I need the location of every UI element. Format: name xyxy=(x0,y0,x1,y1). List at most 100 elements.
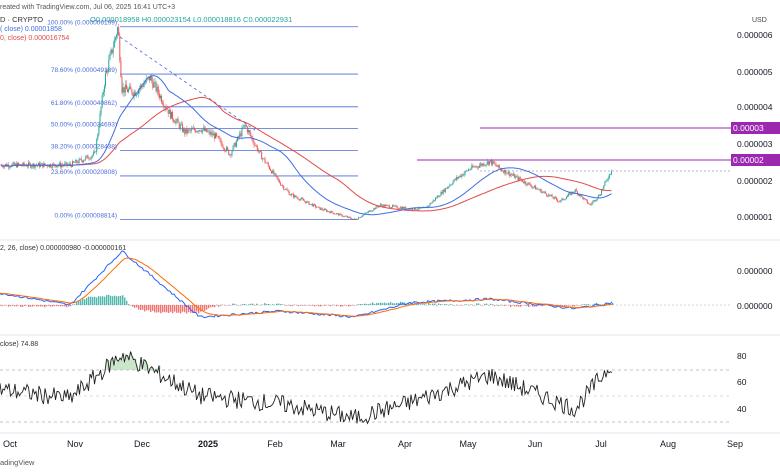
candle-body xyxy=(473,166,475,168)
macd-hist-bar xyxy=(208,305,210,309)
macd-hist-bar xyxy=(310,305,312,306)
macd-hist-bar xyxy=(196,305,198,312)
candle-body xyxy=(415,207,417,210)
macd-hist-bar xyxy=(440,304,442,305)
candle-body xyxy=(88,158,90,160)
macd-hist-bar xyxy=(598,303,600,305)
macd-hist-bar xyxy=(16,305,18,307)
y-tick-1: 0.000005 xyxy=(737,67,773,77)
candle-body xyxy=(70,165,72,167)
candle-body xyxy=(200,131,202,133)
macd-hist-bar xyxy=(34,305,36,306)
macd-hist-bar xyxy=(540,305,542,306)
candle-body xyxy=(507,171,509,174)
macd-hist-bar xyxy=(294,304,296,306)
candle-body xyxy=(541,191,543,193)
candle-body xyxy=(344,215,346,217)
macd-hist-bar xyxy=(526,305,528,307)
macd-hist-bar xyxy=(332,304,334,306)
candle-body xyxy=(543,191,545,193)
macd-hist-bar xyxy=(86,297,88,305)
macd-hist-bar xyxy=(272,304,274,305)
candle-body xyxy=(13,162,15,165)
candle-body xyxy=(581,195,583,197)
candle-body xyxy=(158,93,160,98)
candle-body xyxy=(538,189,540,191)
candle-body xyxy=(98,126,100,135)
candle-body xyxy=(481,163,483,166)
y-tick-2: 0.000004 xyxy=(737,102,773,112)
candle-body xyxy=(480,163,482,166)
macd-hist-bar xyxy=(492,304,494,305)
macd-hist-bar xyxy=(346,305,348,306)
candle-body xyxy=(249,130,251,133)
candle-body xyxy=(191,128,193,130)
candle-body xyxy=(560,199,562,202)
candle-body xyxy=(10,166,12,168)
macd-hist-bar xyxy=(262,304,264,305)
candle-body xyxy=(28,162,29,167)
macd-hist-bar xyxy=(336,305,338,307)
candle-body xyxy=(336,213,337,215)
candle-body xyxy=(447,187,449,189)
candle-body xyxy=(564,199,566,200)
candle-body xyxy=(345,216,347,217)
macd-hist-bar xyxy=(150,305,152,313)
macd-hist-bar xyxy=(252,303,254,305)
candle-body xyxy=(134,91,136,96)
candle-body xyxy=(172,111,174,120)
candle-body xyxy=(460,175,462,177)
candle-body xyxy=(479,165,480,168)
macd-hist-bar xyxy=(516,305,518,307)
candle-body xyxy=(108,59,110,72)
candle-body xyxy=(353,218,355,220)
x-tick-jun: Jun xyxy=(528,439,543,449)
candle-body xyxy=(556,197,557,200)
candle-body xyxy=(548,194,550,197)
candle-body xyxy=(436,197,438,199)
macd-hist-bar xyxy=(484,303,486,305)
candle-body xyxy=(503,171,505,174)
candle-body xyxy=(457,177,458,179)
candle-body xyxy=(183,128,185,132)
macd-hist-bar xyxy=(100,296,102,305)
candle-body xyxy=(58,162,60,166)
candle-body xyxy=(487,161,489,165)
macd-hist-bar xyxy=(606,302,608,305)
macd-hist-bar xyxy=(4,305,6,306)
candle-body xyxy=(84,159,86,161)
candle-body xyxy=(476,166,478,168)
macd-hist-bar xyxy=(482,305,484,306)
candle-body xyxy=(516,176,518,177)
macd-hist-bar xyxy=(530,305,532,306)
candle-body xyxy=(408,208,410,210)
macd-hist-bar xyxy=(38,305,40,307)
macd-hist-bar xyxy=(6,305,8,306)
candle-body xyxy=(185,128,187,134)
candle-body xyxy=(186,128,188,134)
macd-hist-bar xyxy=(134,305,136,308)
candle-body xyxy=(14,163,16,165)
signal-line xyxy=(0,257,613,317)
macd-hist-bar xyxy=(334,305,336,306)
macd-hist-bar xyxy=(96,297,98,305)
candle-body xyxy=(606,180,608,181)
candle-body xyxy=(552,197,554,199)
macd-hist-bar xyxy=(506,304,508,306)
candle-body xyxy=(198,130,200,132)
macd-hist-bar xyxy=(140,305,142,311)
candle-body xyxy=(591,203,593,205)
candle-body xyxy=(433,200,435,201)
macd-hist-bar xyxy=(168,305,170,314)
candle-body xyxy=(199,130,201,132)
macd-hist-bar xyxy=(92,296,94,305)
candle-body xyxy=(79,158,81,160)
macd-hist-bar xyxy=(320,305,322,307)
macd-hist-bar xyxy=(192,305,194,314)
macd-hist-bar xyxy=(462,305,464,306)
macd-hist-bar xyxy=(256,303,258,305)
candle-body xyxy=(330,211,332,213)
candle-body xyxy=(107,70,109,72)
candle-body xyxy=(477,167,479,168)
y-tick-4: 0.000002 xyxy=(737,176,773,186)
